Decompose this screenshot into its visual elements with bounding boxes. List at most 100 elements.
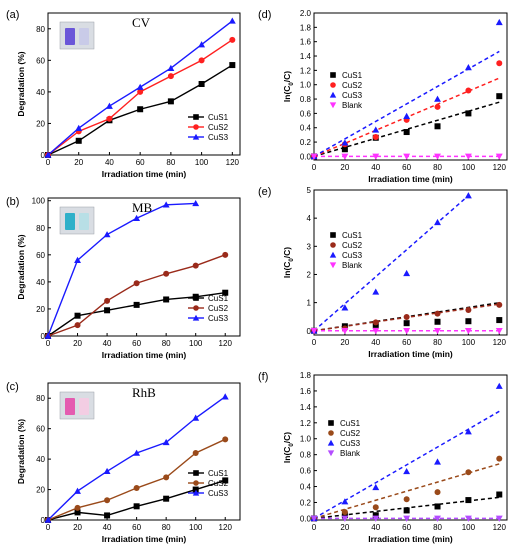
data-point [104,497,111,504]
data-point [372,153,380,160]
data-point [310,153,318,160]
y-tick-label: 3 [307,242,312,251]
data-point [104,307,111,314]
data-point [198,41,206,48]
legend-marker [193,124,199,130]
legend-marker [193,480,199,486]
vial-right [79,213,89,230]
inset-photo [59,391,95,420]
data-point [167,64,175,71]
data-point [105,102,113,109]
chart-panel-6: (f) 0 20 40 60 80 100 120 0.0 0.2 0.4 0.6 0.8 1.0 1.2 1… [258,371,508,544]
series-blank [310,328,503,335]
y-tick-label: 0.2 [300,138,312,147]
data-point [44,332,52,339]
data-point [496,60,503,67]
x-tick-label: 100 [195,158,209,167]
series-cus1 [45,62,236,158]
legend-marker [193,295,199,301]
y-axis-title: Degradation (%) [16,234,26,299]
legend-marker [327,450,335,457]
legend-marker [328,430,334,436]
legend-label: CuS3 [342,91,363,100]
data-point [434,310,441,317]
legend-label: CuS3 [208,133,229,142]
x-tick-label: 0 [312,523,317,532]
legend-label: CuS2 [208,304,229,313]
data-point [465,306,472,313]
x-tick-label: 80 [433,523,442,532]
x-axis-title: Irradiation time (min) [368,349,453,359]
data-point [106,115,113,122]
data-point [163,296,170,303]
series-cus3 [44,199,200,339]
data-point [167,73,174,80]
data-point [341,498,349,505]
data-point [192,262,199,269]
x-tick-label: 40 [371,338,380,347]
series-line [47,202,196,337]
y-tick-label: 0.6 [300,109,312,118]
y-tick-label: 0.0 [300,514,312,523]
legend-marker [329,91,337,98]
vial-right [79,28,89,45]
x-tick-label: 40 [105,158,114,167]
y-tick-label: 1.6 [300,38,312,47]
data-point [44,151,52,158]
data-point [137,88,144,95]
legend-label: CuS3 [208,489,229,498]
data-point [465,87,472,94]
data-point [496,491,503,498]
data-point [192,414,200,421]
panel-letter: (a) [6,9,19,21]
data-point [496,93,503,100]
data-point [341,515,349,522]
data-point [403,507,410,514]
data-point [341,304,349,311]
plot-frame [313,374,508,521]
data-point [434,458,441,465]
series-cus2 [311,60,503,160]
data-point [496,317,503,324]
series-cus2 [45,36,236,158]
chart-panel-3: (b)0 20 40 60 80 100 120020406080100Irradiatio… [6,196,241,360]
y-tick-label: 1 [307,299,312,308]
data-point [464,328,472,335]
chart-title: MB [132,200,153,215]
data-point [163,270,170,277]
plot-frame [47,197,241,337]
data-point [372,126,380,133]
y-axis-title: ln(C0/C) [282,71,295,102]
series-cus3 [44,17,236,158]
legend-label: CuS3 [342,251,363,260]
data-point [372,134,379,141]
data-point [133,503,140,510]
data-point [372,288,380,295]
y-axis-title: Degradation (%) [16,419,26,484]
legend-label: Blank [342,101,363,110]
y-tick-label: 40 [36,455,45,464]
data-point [434,489,441,496]
y-tick-label: 0.6 [300,467,312,476]
x-tick-label: 0 [312,163,317,172]
legend-label: CuS1 [208,294,229,303]
y-tick-label: 1.8 [300,23,312,32]
data-point [403,313,410,320]
data-point [75,137,82,144]
data-point [341,146,348,153]
x-tick-label: 80 [162,523,171,532]
data-point [434,123,441,130]
y-tick-label: 1.0 [300,81,312,90]
x-tick-label: 0 [46,339,51,348]
data-point [167,98,174,105]
x-tick-label: 0 [46,523,51,532]
series-cus1 [45,289,229,339]
y-tick-label: 20 [36,305,45,314]
data-point [192,450,199,457]
y-tick-label: 40 [36,88,45,97]
legend-label: CuS2 [208,123,229,132]
y-tick-label: 0 [41,151,46,160]
data-point [104,512,111,519]
legend-label: CuS2 [340,429,361,438]
